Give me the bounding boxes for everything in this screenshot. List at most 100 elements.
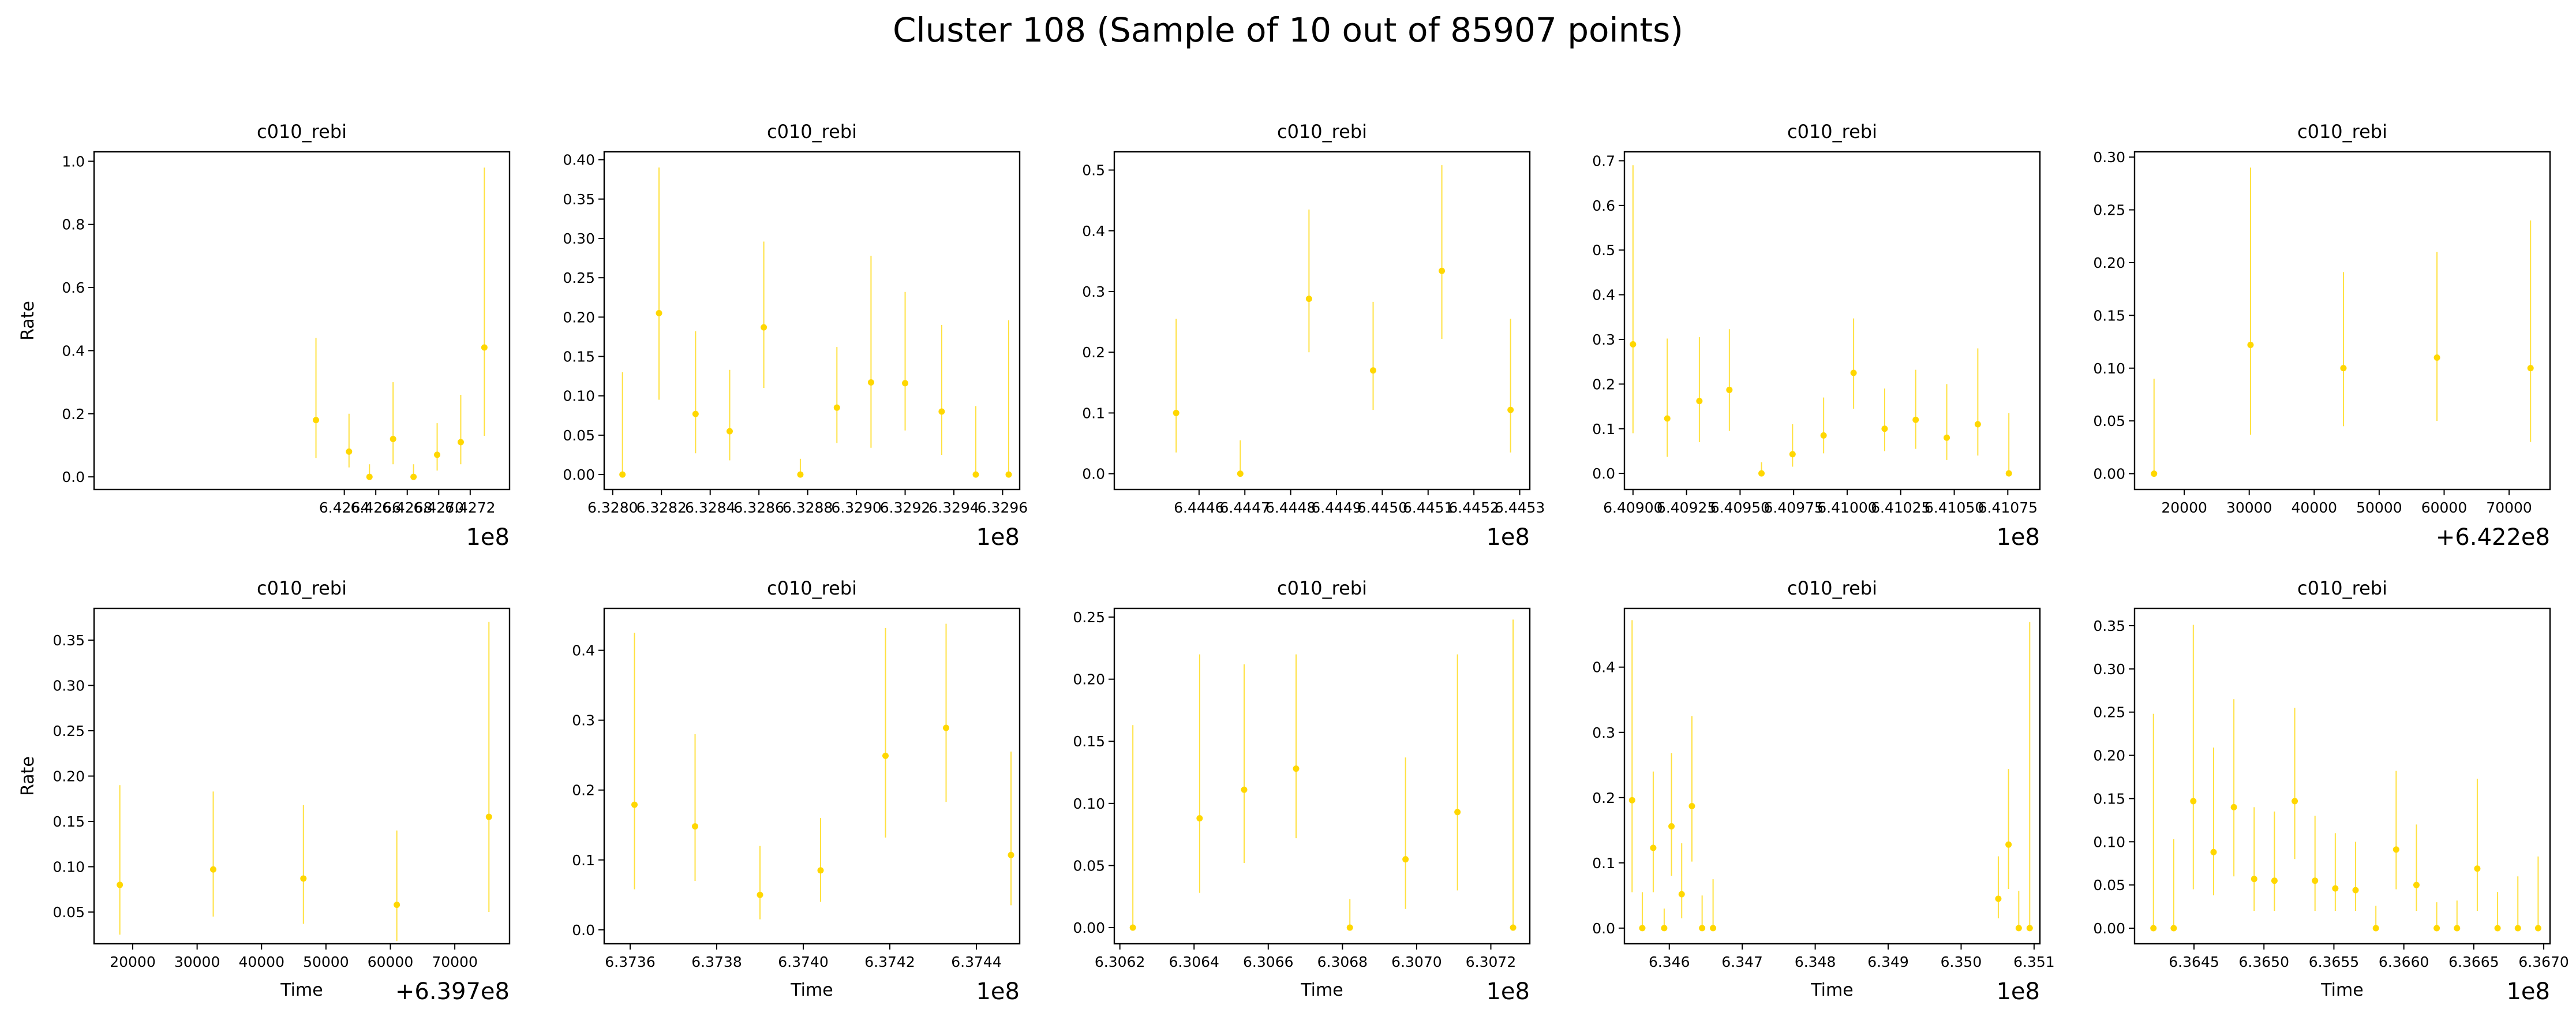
data-point <box>2312 877 2319 884</box>
x-tick-label: 6.3064 <box>1169 954 1219 970</box>
data-point <box>833 404 840 411</box>
y-tick-label: 0.0 <box>1592 465 1615 482</box>
x-offset-text: 1e8 <box>1486 524 1530 551</box>
y-tick-label: 0.0 <box>572 922 595 939</box>
x-tick-label: 20000 <box>110 954 156 970</box>
x-tick-label: 6.41025 <box>1871 499 1930 516</box>
data-point <box>1668 823 1675 830</box>
data-point <box>1696 398 1703 405</box>
y-tick-label: 0.3 <box>1592 331 1615 348</box>
y-tick-label: 0.2 <box>1592 376 1615 393</box>
data-point <box>1710 925 1717 932</box>
data-point <box>410 473 417 480</box>
x-tick-label: 6.40975 <box>1764 499 1824 516</box>
y-tick-label: 0.10 <box>1073 795 1105 812</box>
x-tick-label: 6.4450 <box>1357 499 1407 516</box>
y-tick-label: 0.0 <box>62 469 85 485</box>
y-tick-label: 0.30 <box>563 230 595 247</box>
x-axis-label: Time <box>280 980 323 1000</box>
x-tick-label: 40000 <box>2292 499 2338 516</box>
data-layer <box>313 167 488 480</box>
y-tick-label: 0.7 <box>1592 152 1615 169</box>
x-tick-label: 6.3670 <box>2518 954 2568 970</box>
y-tick-label: 0.20 <box>53 768 85 785</box>
y-tick-label: 0.40 <box>563 152 595 169</box>
data-point <box>313 417 320 424</box>
y-tick-label: 0.0 <box>1592 920 1615 937</box>
x-tick-label: 6.348 <box>1795 954 1836 970</box>
subplot-8: c010_rebi 6.3062 6.3064 6.3066 6.3068 6.3070 6… <box>1073 577 1531 1005</box>
data-point <box>1510 924 1517 931</box>
data-point <box>2352 887 2359 894</box>
y-tick-label: 0.4 <box>1592 659 1615 676</box>
y-tick-label: 0.6 <box>1592 197 1615 214</box>
data-point <box>346 448 353 455</box>
subplot-title: c010_rebi <box>767 577 857 599</box>
y-tick-label: 0.4 <box>1592 287 1615 304</box>
x-tick-label: 50000 <box>2356 499 2402 516</box>
data-point <box>2454 925 2461 932</box>
y-tick-label: 0.05 <box>53 904 85 921</box>
data-point <box>1005 471 1012 478</box>
data-point <box>1995 895 2002 902</box>
axes-frame <box>2133 607 2551 945</box>
data-point <box>619 471 626 478</box>
x-offset-text: +6.422e8 <box>2436 524 2550 551</box>
y-tick-label: 0.2 <box>1592 790 1615 806</box>
y-tick-label: 0.00 <box>1073 920 1105 936</box>
x-offset-text: 1e8 <box>2506 978 2550 1005</box>
x-tick-label: 6.3068 <box>1317 954 1368 970</box>
data-point <box>1661 925 1668 932</box>
data-point <box>2170 925 2177 932</box>
data-point <box>1439 267 1446 274</box>
y-tick-label: 0.20 <box>563 309 595 326</box>
data-layer <box>2151 167 2534 477</box>
data-point <box>817 867 824 874</box>
x-tick-label: 6.40900 <box>1603 499 1663 516</box>
x-tick-label: 6.41050 <box>1924 499 1984 516</box>
y-tick-label: 0.1 <box>1592 855 1615 872</box>
x-tick-label: 6.3296 <box>978 499 1028 516</box>
data-point <box>938 408 945 415</box>
data-point <box>692 823 698 830</box>
data-point <box>1454 809 1461 816</box>
y-tick-label: 0.2 <box>1082 344 1105 361</box>
y-tick-label: 0.35 <box>2093 618 2125 634</box>
subplot-6: c010_rebi 20000 30000 40000 50000 60000 70000 0… <box>18 577 511 1005</box>
subplot-9: c010_rebi 6.346 6.347 6.348 6.349 6.350 6.351 0… <box>1592 577 2054 1005</box>
data-point <box>757 891 763 898</box>
data-point <box>2514 925 2521 932</box>
data-point <box>2474 865 2481 872</box>
x-tick-label: 6.40925 <box>1657 499 1716 516</box>
data-layer <box>1630 165 2012 477</box>
data-point <box>2151 470 2158 477</box>
x-tick-label: 6.4447 <box>1219 499 1270 516</box>
data-point <box>210 866 217 873</box>
subplot-3: c010_rebi6.44466.44476.44486.44496.44506… <box>1082 121 1545 551</box>
x-tick-label: 60000 <box>368 954 414 970</box>
y-tick-label: 0.10 <box>53 859 85 876</box>
y-tick-label: 0.15 <box>563 349 595 365</box>
y-tick-label: 0.00 <box>2093 466 2125 483</box>
data-point <box>390 436 396 443</box>
x-tick-label: 6.4448 <box>1265 499 1316 516</box>
x-offset-text: 1e8 <box>1996 978 2040 1005</box>
data-point <box>1008 851 1014 858</box>
data-point <box>2026 925 2033 932</box>
subplot-title: c010_rebi <box>1277 577 1367 599</box>
x-axis-label: Time <box>2320 980 2363 1000</box>
x-tick-label: 6.347 <box>1721 954 1763 970</box>
data-layer <box>631 623 1014 920</box>
data-point <box>1196 815 1203 822</box>
data-point <box>366 473 373 480</box>
data-point <box>117 881 123 888</box>
data-point <box>2534 925 2541 932</box>
data-point <box>1173 409 1180 416</box>
y-tick-label: 0.2 <box>62 406 85 423</box>
data-point <box>2230 803 2237 810</box>
x-tick-label: 6.351 <box>2013 954 2055 970</box>
x-tick-label: 6.3738 <box>691 954 742 970</box>
data-point <box>1699 925 1706 932</box>
data-point <box>1305 296 1312 302</box>
